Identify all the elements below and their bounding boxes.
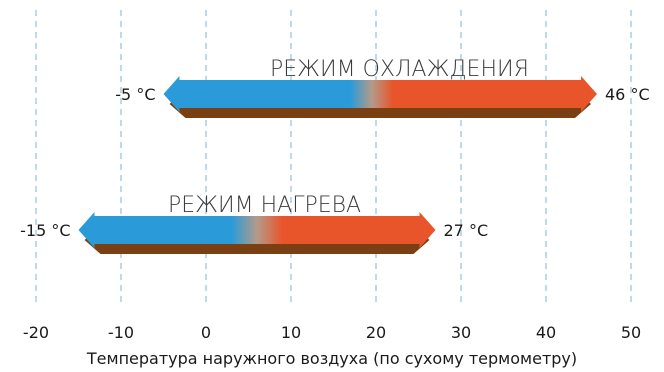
tick-label: 20 — [366, 323, 386, 342]
range-bar: РЕЖИМ ОХЛАЖДЕНИЯ -5 °C 46 °C — [115, 57, 650, 118]
x-axis-label: Температура наружного воздуха (по сухому… — [86, 349, 577, 368]
range-bars: РЕЖИМ ОХЛАЖДЕНИЯ -5 °C 46 °C РЕЖИМ НАГРЕВА -… — [20, 57, 650, 254]
range-bar: РЕЖИМ НАГРЕВА -15 °C 27 °C — [20, 193, 488, 254]
tick-label: 0 — [201, 323, 211, 342]
x-axis-ticks: -20 -10 0 10 20 30 40 50 — [23, 323, 641, 342]
tick-label: 30 — [451, 323, 471, 342]
range-max-label: 46 °C — [605, 85, 650, 104]
range-bar-arrow — [78, 212, 436, 248]
tick-label: -10 — [108, 323, 134, 342]
tick-label: -20 — [23, 323, 49, 342]
range-bar-arrow — [163, 76, 597, 112]
tick-label: 40 — [536, 323, 556, 342]
tick-label: 50 — [621, 323, 641, 342]
tick-label: 10 — [281, 323, 301, 342]
range-min-label: -5 °C — [115, 85, 155, 104]
grid-lines — [35, 10, 632, 302]
range-min-label: -15 °C — [20, 221, 70, 240]
range-max-label: 27 °C — [444, 221, 489, 240]
mode-label: РЕЖИМ ОХЛАЖДЕНИЯ — [270, 57, 529, 82]
mode-label: РЕЖИМ НАГРЕВА — [168, 193, 361, 218]
